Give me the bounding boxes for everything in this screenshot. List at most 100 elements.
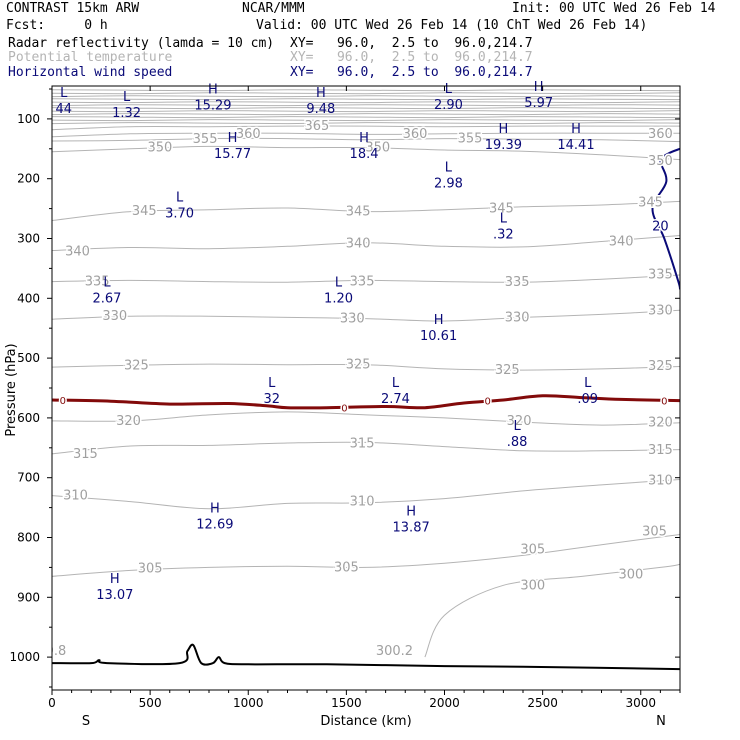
extremum-low-marker: L	[60, 86, 68, 101]
theta-label: 320	[507, 414, 532, 429]
freezing-label: 0	[661, 397, 667, 408]
theta-contour-300	[424, 563, 680, 658]
extremum-high-marker: H	[406, 505, 416, 520]
theta-label: 320	[648, 416, 673, 431]
extremum-value: 18.4	[350, 147, 379, 162]
theta-contour-325	[52, 363, 680, 371]
field-theta-name: Potential temperature	[8, 50, 173, 65]
theta-label: 300	[619, 568, 644, 583]
extremum-value: 3.70	[165, 207, 194, 222]
theta-contour-335	[52, 274, 680, 283]
extremum-value: 2.74	[381, 392, 410, 407]
freezing-label: 0	[484, 397, 490, 408]
extremum-value: 13.87	[393, 521, 430, 536]
theta-contour-330	[52, 309, 680, 322]
theta-upper-line	[52, 101, 680, 104]
theta-label: 300	[520, 578, 545, 593]
theta-contour-305	[52, 534, 680, 577]
init-time: Init: 00 UTC Wed 26 Feb 14	[512, 1, 716, 16]
extremum-high-marker: H	[534, 80, 544, 95]
upper-theta-band	[52, 89, 680, 125]
freezing-label: 0	[341, 404, 347, 415]
theta-label: 335	[505, 275, 530, 290]
extremum-low-marker: L	[445, 82, 453, 97]
theta-label: 355	[458, 132, 483, 147]
center-label: NCAR/MMM	[242, 1, 305, 16]
theta-contour-355	[52, 137, 680, 143]
theta-label: 335	[85, 275, 110, 290]
theta-upper-line	[52, 122, 680, 125]
extremum-high-marker: H	[316, 86, 326, 101]
extremum-low-marker: L	[176, 191, 184, 206]
extremum-value: .09	[577, 392, 598, 407]
theta-label: 315	[648, 443, 673, 458]
y-tick-label: 400	[17, 291, 40, 305]
extremum-high-marker: H	[110, 572, 120, 587]
extremum-value: 19.39	[485, 138, 522, 153]
extremum-high-marker: H	[434, 313, 444, 328]
theta-label: 305	[334, 560, 359, 575]
extremum-value: .88	[507, 435, 528, 450]
extremum-value: 10.61	[420, 329, 457, 344]
theta-label: 330	[648, 303, 673, 318]
extremum-value: 14.41	[557, 138, 594, 153]
extremum-low-marker: L	[584, 376, 592, 391]
y-tick-label: 300	[17, 231, 40, 245]
theta-label: 305	[642, 525, 667, 540]
theta-label: 325	[495, 363, 520, 378]
theta-label: 345	[346, 205, 371, 220]
y-tick-label: 100	[17, 112, 40, 126]
extremum-value: 32	[264, 392, 281, 407]
field-reflectivity-xy: XY= 96.0, 2.5 to 96.0,214.7	[290, 36, 533, 51]
theta-label: 350	[365, 141, 390, 156]
theta-label: 325	[648, 359, 673, 374]
x-tick-label: 2000	[429, 696, 460, 710]
theta-upper-line	[52, 89, 680, 92]
valid-time: Valid: 00 UTC Wed 26 Feb 14 (10 ChT Wed …	[256, 18, 648, 33]
extremum-high-marker: H	[210, 502, 220, 517]
extremum-value: 2.90	[434, 98, 463, 113]
theta-label: 325	[346, 358, 371, 373]
theta-label: 305	[138, 562, 163, 577]
theta-label: 330	[505, 310, 530, 325]
theta-label: 360	[648, 127, 673, 142]
extremum-value: 5.97	[524, 96, 553, 111]
theta-contour-345	[52, 200, 680, 222]
theta-upper-line	[52, 107, 680, 110]
y-axis-label: Pressure (hPa)	[4, 343, 19, 436]
freezing-label: 0	[60, 396, 66, 407]
field-reflectivity-name: Radar reflectivity (lamda = 10 cm)	[8, 36, 275, 51]
theta-contour-350	[52, 145, 680, 161]
theta-label: 300.2	[376, 644, 413, 659]
theta-label: 345	[132, 204, 157, 219]
extremum-low-marker: L	[103, 276, 111, 291]
extremum-high-marker: H	[498, 122, 508, 137]
extremum-low-marker: L	[335, 276, 343, 291]
extremum-low-marker: L	[445, 161, 453, 176]
theta-label: 320	[116, 414, 141, 429]
theta-contour-340	[52, 235, 680, 251]
theta-upper-line	[52, 110, 680, 113]
theta-contour-320	[52, 411, 680, 426]
extremum-low-marker: L	[500, 212, 508, 227]
y-tick-label: 1000	[9, 650, 40, 664]
theta-label: 365	[305, 119, 330, 134]
theta-label: 335	[350, 275, 375, 290]
theta-label: 310	[350, 495, 375, 510]
theta-contour-360	[52, 132, 680, 138]
terrain-fill	[52, 645, 680, 690]
theta-upper-line	[52, 104, 680, 107]
field-wind-name: Horizontal wind speed	[8, 65, 173, 80]
extremum-value: 1.20	[324, 292, 353, 307]
extremum-value: 9.48	[306, 102, 335, 117]
x-tick-label: 1500	[331, 696, 362, 710]
extremum-low-marker: L	[513, 419, 521, 434]
theta-label: 325	[124, 358, 149, 373]
y-tick-label: 500	[17, 351, 40, 365]
x-axis-label: Distance (km)	[320, 714, 411, 729]
extremum-high-marker: H	[208, 82, 218, 97]
theta-label: 305	[520, 542, 545, 557]
x-axis-north-label: N	[656, 714, 666, 729]
extremum-high-marker: H	[359, 131, 369, 146]
